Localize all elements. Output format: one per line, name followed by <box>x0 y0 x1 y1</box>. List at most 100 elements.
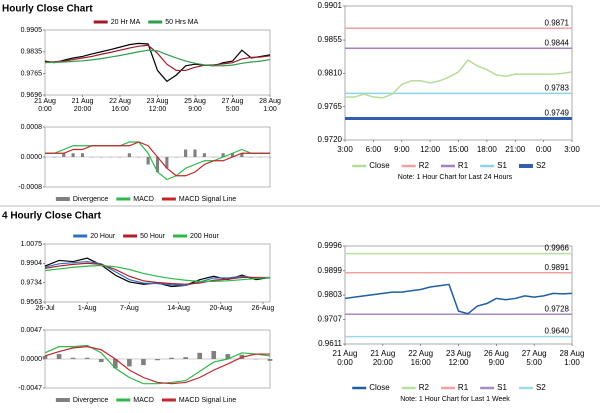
x-tick-label: 3:00 <box>337 145 353 154</box>
x-tick-label: 26-Jul <box>35 305 55 312</box>
divergence-bar <box>62 153 66 157</box>
x-tick-label: 25 Aug 9:00 <box>184 98 206 113</box>
divergence-bar <box>56 354 62 359</box>
x-tick-label: 12:00 <box>420 145 441 154</box>
series-line <box>44 264 271 282</box>
x-tick-label: 23 Aug 12:00 <box>446 349 471 367</box>
divergence-bar <box>155 157 160 172</box>
divergence-bar <box>80 153 85 157</box>
y-tick-label: 0.9855 <box>318 35 343 44</box>
series-line <box>44 44 271 72</box>
y-tick-label: 0.9901 <box>318 1 343 10</box>
y-tick-label: 0.9835 <box>21 49 43 56</box>
legend-label: 200 Hour <box>190 233 219 240</box>
x-tick-label: 23 Aug 12:00 <box>146 98 169 113</box>
divergence-bar <box>184 149 188 157</box>
legend-swatch <box>55 197 70 201</box>
divergence-bar <box>112 359 118 369</box>
divergence-bar <box>71 153 75 157</box>
x-tick-label: 7-Aug <box>120 305 139 312</box>
x-tick-label: 3:00 <box>564 145 580 154</box>
y-tick-label: 0.9696 <box>21 92 43 99</box>
divergence-bar <box>127 153 131 157</box>
y-tick-label: 0.0008 <box>21 124 43 131</box>
x-tick-label: 27 Aug 5:00 <box>221 98 244 113</box>
legend-label: S1 <box>497 161 507 170</box>
series-line <box>345 59 573 99</box>
divergence-bar <box>183 357 188 359</box>
legend-label: MACD <box>133 196 154 203</box>
divergence-bar <box>225 354 231 359</box>
divergence-bar <box>70 357 76 359</box>
x-tick-label: 28 Aug 1:00 <box>559 349 585 367</box>
legend-label: S2 <box>536 161 546 170</box>
divergence-bar <box>202 153 206 157</box>
x-tick-label: 1-Aug <box>77 305 97 312</box>
legend-label: 20 Hr MA <box>111 19 141 26</box>
level-label: 0.9844 <box>545 38 570 47</box>
x-tick-label: 28 Aug 1:00 <box>259 98 281 113</box>
legend: Divergence MACD MACD Signal Line <box>55 196 236 203</box>
y-tick-label: 0.9899 <box>318 266 343 275</box>
plot-frame <box>44 29 271 96</box>
divergence-bar <box>240 153 244 157</box>
divergence-bar <box>98 359 104 363</box>
legend-label: R2 <box>419 383 430 392</box>
legend-label: Divergence <box>73 397 109 404</box>
series-line <box>44 346 270 385</box>
x-tick-label: 21 Aug 20:00 <box>370 349 396 367</box>
y-tick-label: 0.9734 <box>21 279 43 286</box>
legend: Divergence MACD MACD Signal Line <box>55 397 236 404</box>
series-line <box>344 283 573 315</box>
series-line <box>44 49 271 67</box>
note: Note: 1 Hour Chart for Last 1 Week <box>400 396 510 403</box>
level-label: 0.9871 <box>545 18 570 27</box>
divergence-bar <box>193 149 197 157</box>
level-label: 0.9891 <box>545 263 570 272</box>
section-title: Hourly Close Chart <box>2 4 93 15</box>
y-tick-label: 0.9904 <box>21 260 43 267</box>
y-tick-label: 0.9765 <box>318 102 343 111</box>
series-line <box>45 141 270 177</box>
y-tick-label: -0.0047 <box>18 385 42 392</box>
x-tick-label: 22 Aug 16:00 <box>408 349 434 367</box>
y-tick-label: 0.9765 <box>21 70 43 77</box>
plot-frame <box>344 245 573 345</box>
section-title: 4 Hourly Close Chart <box>2 211 102 222</box>
legend-label: MACD Signal Line <box>179 397 236 404</box>
level-label: 0.9728 <box>545 304 570 313</box>
divergence-bar <box>221 153 225 157</box>
divergence-bar <box>165 157 169 169</box>
y-tick-label: 0.9720 <box>318 135 343 144</box>
x-tick-label: 20-Aug <box>209 305 233 312</box>
y-tick-label: 0.0047 <box>21 327 43 334</box>
x-tick-label: 15:00 <box>448 145 469 154</box>
legend-label: R1 <box>458 383 469 392</box>
divergence-bar <box>127 359 132 367</box>
x-tick-label: 27 Aug 5:00 <box>521 349 547 367</box>
divergence-bar <box>42 355 48 359</box>
series-line <box>44 42 271 83</box>
series-line <box>44 344 271 385</box>
x-tick-label: 14-Aug <box>167 305 190 312</box>
x-tick-label: 26 Aug 9:00 <box>483 349 509 367</box>
y-tick-label: 0.9611 <box>318 339 342 348</box>
plot-frame <box>44 243 271 303</box>
divergence-bar <box>141 359 146 366</box>
level-label: 0.9640 <box>545 327 570 336</box>
legend-label: 50 Hour <box>140 233 166 240</box>
y-tick-label: 0.9803 <box>318 290 343 299</box>
divergence-bar <box>169 357 174 359</box>
legend-label: S2 <box>536 383 546 392</box>
y-tick-label: 0.9707 <box>318 315 343 324</box>
x-tick-label: 0:00 <box>535 145 552 154</box>
legend: 20 Hour 50 Hour 200 Hour <box>73 233 219 240</box>
legend-label: MACD Signal Line <box>179 196 236 203</box>
x-tick-label: 21 Aug 0:00 <box>34 98 56 113</box>
legend-label: MACD <box>133 397 154 404</box>
y-tick-label: 0.0000 <box>21 154 43 161</box>
legend: 20 Hr MA 50 Hrs MA <box>93 19 199 26</box>
legend-label: R1 <box>458 161 469 170</box>
y-tick-label: 0.9810 <box>318 68 343 77</box>
